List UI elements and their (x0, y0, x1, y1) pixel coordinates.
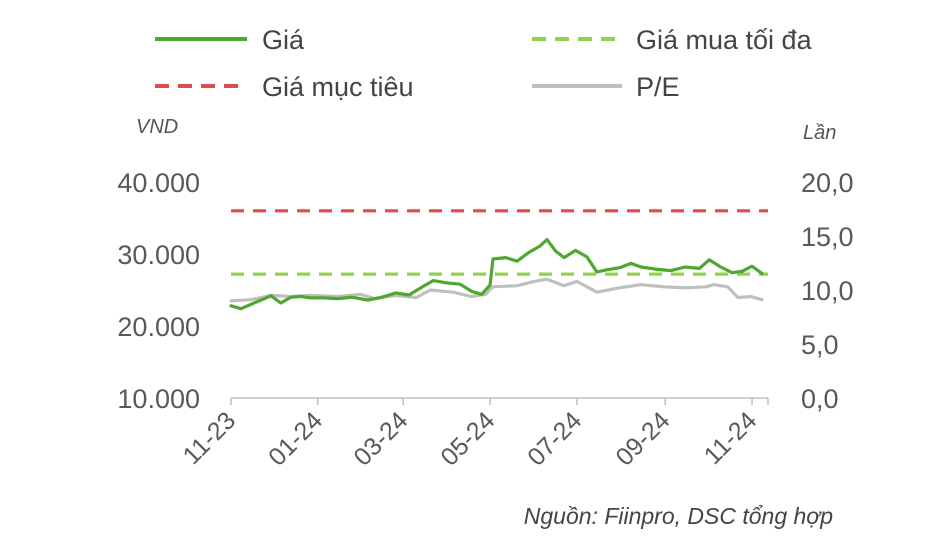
x-tick-label: 11-23 (178, 406, 242, 470)
x-tick-label: 11-24 (699, 406, 763, 470)
right-tick-label: 10,0 (801, 276, 854, 306)
left-tick-label: 20.000 (117, 312, 200, 342)
x-tick-label: 09-24 (610, 406, 675, 471)
x-tick-label: 07-24 (522, 406, 587, 471)
source-note: Nguồn: Fiinpro, DSC tổng hợp (524, 503, 833, 529)
right-tick-label: 20,0 (801, 168, 854, 198)
x-tick-label: 03-24 (348, 406, 413, 471)
left-tick-label: 10.000 (117, 384, 200, 414)
left-axis-unit: VND (136, 116, 178, 138)
left-axis-ticks: 10.000 20.000 30.000 40.000 (117, 168, 200, 414)
left-tick-label: 40.000 (117, 168, 200, 198)
legend-label-price: Giá (262, 25, 305, 55)
x-tick-label: 01-24 (263, 406, 328, 471)
right-tick-label: 5,0 (801, 330, 839, 360)
legend-label-max-buy: Giá mua tối đa (636, 25, 813, 55)
right-tick-label: 0,0 (801, 384, 839, 414)
left-tick-label: 30.000 (117, 240, 200, 270)
series-line-pe (229, 277, 764, 303)
series-line-price (229, 238, 764, 311)
x-tick-label: 05-24 (435, 406, 500, 471)
series-layer (229, 209, 768, 311)
legend: Giá Giá mua tối đa Giá mục tiêu P/E (155, 25, 813, 102)
legend-label-pe: P/E (636, 72, 680, 102)
right-axis-ticks: 0,0 5,0 10,0 15,0 20,0 (801, 168, 854, 414)
legend-label-target: Giá mục tiêu (262, 72, 414, 102)
right-axis-unit: Lần (803, 122, 836, 144)
right-tick-label: 15,0 (801, 222, 854, 252)
x-axis-ticks: 11-23 01-24 03-24 05-24 07-24 09-24 11-24 (178, 398, 769, 471)
